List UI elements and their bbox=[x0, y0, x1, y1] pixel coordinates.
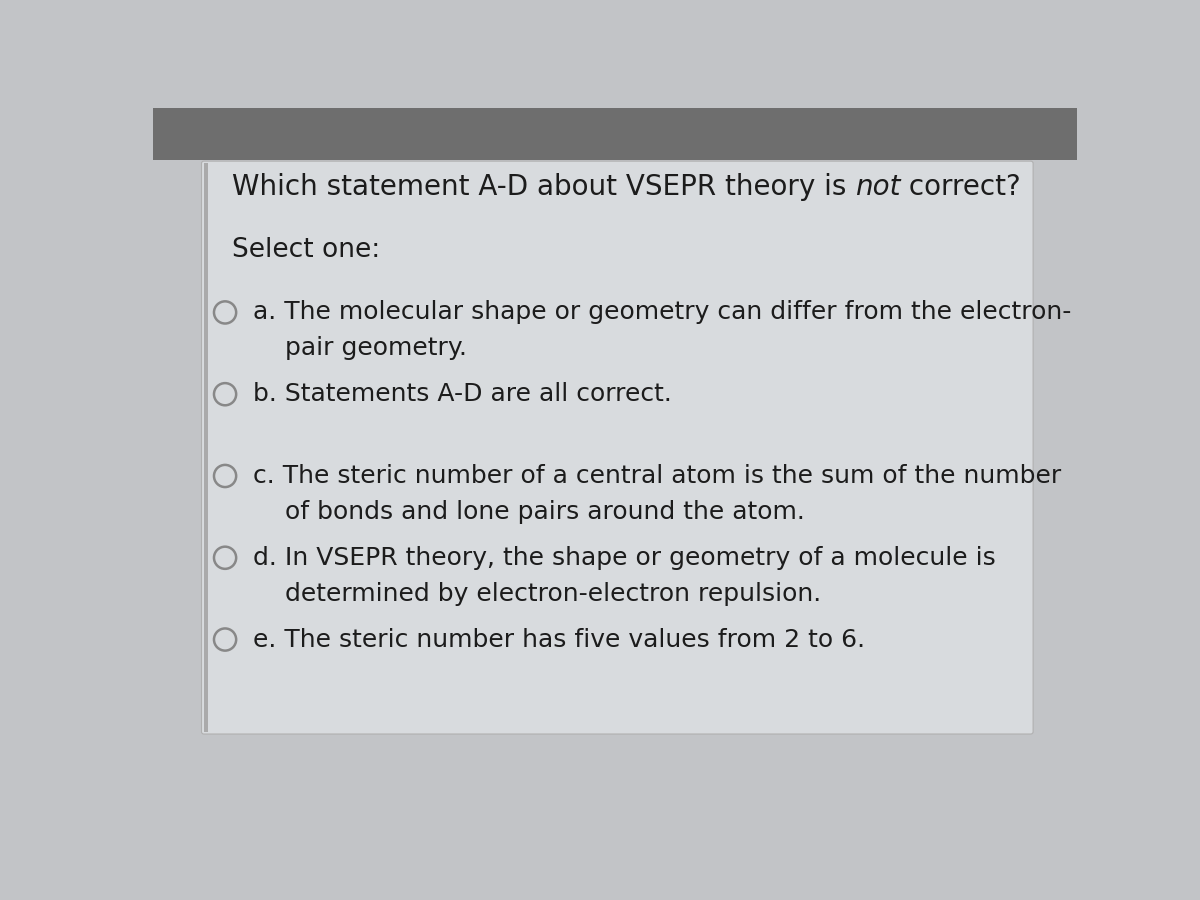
Text: e. The steric number has five values from 2 to 6.: e. The steric number has five values fro… bbox=[253, 627, 865, 652]
Text: of bonds and lone pairs around the atom.: of bonds and lone pairs around the atom. bbox=[253, 500, 805, 524]
Text: Which statement A-D about VSEPR theory is: Which statement A-D about VSEPR theory i… bbox=[232, 173, 854, 201]
Text: a. The molecular shape or geometry can differ from the electron-: a. The molecular shape or geometry can d… bbox=[253, 301, 1072, 324]
FancyBboxPatch shape bbox=[204, 164, 209, 732]
Text: c. The steric number of a central atom is the sum of the number: c. The steric number of a central atom i… bbox=[253, 464, 1061, 488]
FancyBboxPatch shape bbox=[154, 108, 1078, 160]
Text: Select one:: Select one: bbox=[232, 237, 379, 263]
FancyBboxPatch shape bbox=[202, 161, 1033, 734]
Text: d. In VSEPR theory, the shape or geometry of a molecule is: d. In VSEPR theory, the shape or geometr… bbox=[253, 545, 996, 570]
Text: determined by electron-electron repulsion.: determined by electron-electron repulsio… bbox=[253, 581, 821, 606]
Text: b. Statements A-D are all correct.: b. Statements A-D are all correct. bbox=[253, 382, 672, 406]
Text: pair geometry.: pair geometry. bbox=[253, 337, 467, 361]
Text: not: not bbox=[854, 173, 900, 201]
Text: correct?: correct? bbox=[900, 173, 1021, 201]
